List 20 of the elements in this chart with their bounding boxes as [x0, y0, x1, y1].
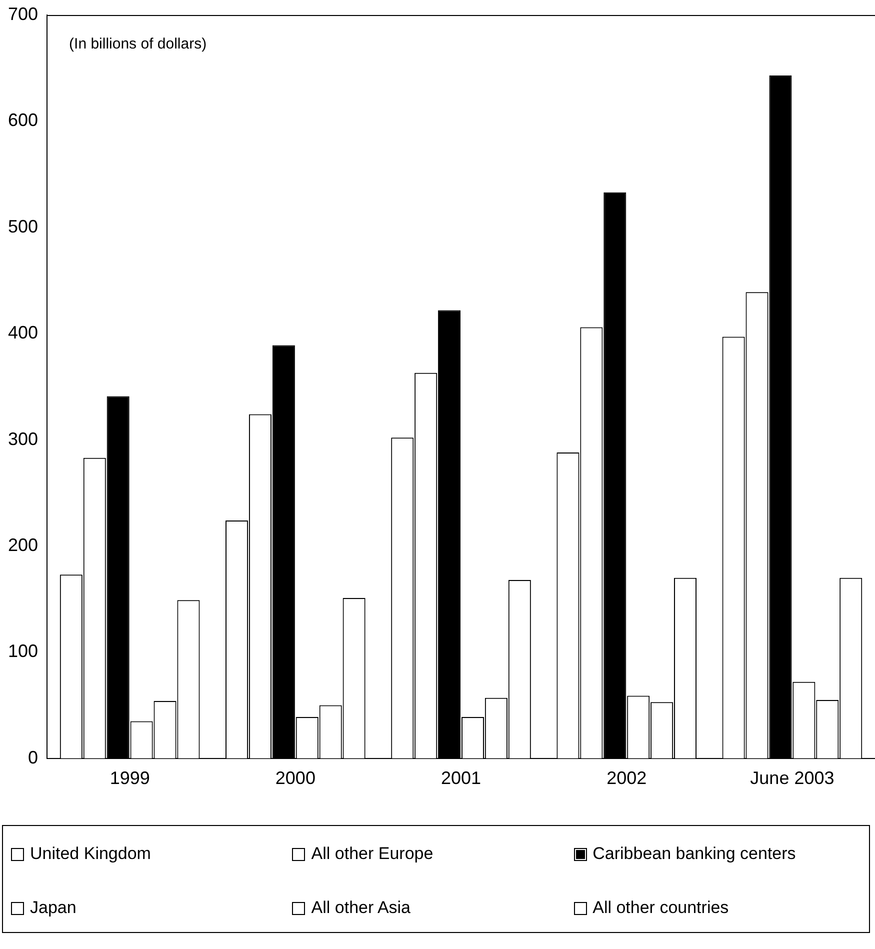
legend-label: All other Asia: [311, 898, 411, 918]
x-tick-label: 1999: [110, 768, 150, 788]
x-tick-label: June 2003: [750, 768, 834, 788]
y-tick-label: 300: [8, 428, 38, 449]
legend-label: Japan: [30, 898, 76, 918]
y-tick-label: 400: [8, 322, 38, 343]
y-tick-label: 200: [8, 534, 38, 555]
y-tick-label: 100: [8, 641, 38, 662]
legend-label: All other countries: [592, 898, 729, 918]
y-tick-label: 500: [8, 216, 38, 236]
y-tick-label: 0: [28, 747, 38, 768]
legend-label: All other Europe: [311, 844, 434, 864]
y-tick-label: 700: [8, 4, 38, 24]
legend-label: Caribbean banking centers: [592, 844, 796, 864]
y-tick-label: 600: [8, 110, 38, 130]
x-tick-label: 2002: [606, 768, 647, 788]
legend-label: United Kingdom: [30, 844, 151, 864]
x-tick-label: 2001: [440, 768, 482, 788]
x-tick-label: 2000: [275, 768, 316, 788]
annotation: (In billions of dollars): [69, 36, 207, 53]
